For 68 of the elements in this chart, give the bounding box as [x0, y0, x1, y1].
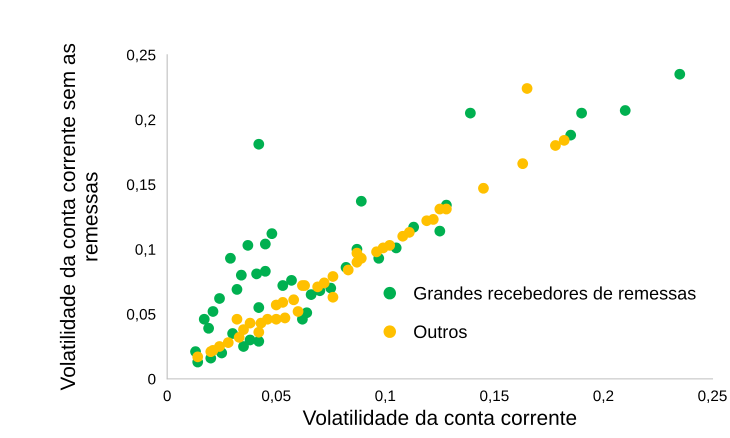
- legend-label: Grandes recebedores de remessas: [414, 286, 696, 300]
- point: [576, 108, 587, 118]
- point: [260, 238, 271, 250]
- legend-label: Outros: [414, 325, 467, 338]
- point: [266, 228, 278, 240]
- point: [244, 318, 256, 328]
- point: [558, 134, 570, 146]
- y-tick-label: 0,25: [126, 50, 156, 62]
- point: [225, 252, 236, 264]
- x-tick-label: 0,25: [698, 390, 727, 404]
- point: [318, 278, 330, 288]
- point: [522, 83, 532, 94]
- point: [253, 138, 264, 150]
- point: [208, 306, 218, 317]
- point: [674, 68, 686, 80]
- point: [203, 322, 214, 334]
- point: [404, 226, 415, 238]
- point: [277, 280, 288, 291]
- point: [342, 264, 354, 276]
- x-tick-label: 0,05: [262, 390, 290, 404]
- y-axis-title: Volatilidade da conta corrente sem as remessas: [60, 44, 98, 390]
- point: [288, 294, 300, 306]
- y-tick-label: 0,15: [126, 179, 156, 192]
- point: [238, 341, 249, 352]
- point: [356, 196, 367, 207]
- point: [352, 248, 362, 258]
- point: [306, 289, 317, 300]
- y-tick-label: 0,2: [135, 114, 156, 128]
- point: [478, 182, 489, 194]
- point: [270, 314, 282, 325]
- x-tick-label: 0: [164, 390, 171, 402]
- x-tick-label: 0,15: [480, 390, 509, 404]
- point: [328, 271, 338, 282]
- point: [232, 314, 242, 325]
- point: [236, 270, 247, 281]
- point: [192, 351, 204, 362]
- point: [277, 297, 288, 308]
- point: [384, 240, 396, 251]
- x-tick-label: 0,1: [375, 390, 396, 404]
- point: [550, 140, 561, 151]
- point: [517, 158, 528, 170]
- point: [280, 312, 290, 324]
- point: [234, 332, 245, 343]
- y-tick-label: 0,05: [126, 308, 156, 322]
- point: [238, 324, 249, 335]
- point: [464, 108, 476, 118]
- y-tick-label: 0: [148, 374, 156, 385]
- point: [328, 292, 338, 303]
- y-tick-label: 0,1: [135, 244, 156, 257]
- x-axis-title: Volatilidade da conta corrente: [302, 410, 576, 426]
- point: [620, 105, 631, 116]
- point: [242, 240, 254, 251]
- point: [251, 268, 262, 280]
- point: [286, 274, 297, 286]
- point: [214, 341, 225, 352]
- point: [198, 314, 210, 325]
- point: [214, 293, 225, 304]
- point: [292, 306, 304, 317]
- point: [253, 302, 264, 313]
- point: [244, 334, 256, 346]
- point: [428, 214, 439, 225]
- point: [253, 326, 264, 338]
- point: [260, 266, 271, 277]
- point: [297, 314, 308, 325]
- point: [232, 284, 242, 295]
- point: [222, 337, 234, 348]
- point: [434, 226, 446, 236]
- x-tick-label: 0,2: [593, 390, 614, 404]
